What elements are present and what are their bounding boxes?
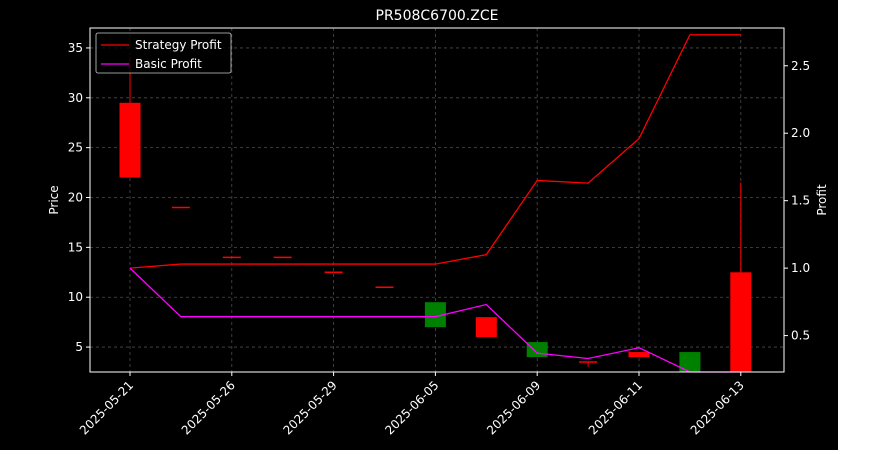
right-tick-label-0: 0.5 <box>791 329 810 343</box>
left-tick-label-1: 10 <box>68 290 83 304</box>
legend-box <box>95 32 232 74</box>
candles <box>119 57 752 372</box>
right-tick-label-4: 2.5 <box>791 59 810 73</box>
right-margin <box>838 0 878 450</box>
candle-body-12 <box>730 272 752 372</box>
left-tick-label-0: 5 <box>75 340 83 354</box>
right-tick-label-2: 1.5 <box>791 194 810 208</box>
left-axis: 5 10 15 20 25 30 35 <box>68 41 90 354</box>
left-tick-label-6: 35 <box>68 41 83 55</box>
right-tick-label-1: 1.0 <box>791 261 810 275</box>
legend-label-1: Basic Profit <box>135 57 202 71</box>
candle-body-7 <box>475 317 497 338</box>
candle-body-10 <box>628 352 650 358</box>
left-tick-label-2: 15 <box>68 240 83 254</box>
profit-lines <box>129 34 741 373</box>
left-tick-label-4: 25 <box>68 141 83 155</box>
grid <box>90 28 784 372</box>
candle-body-6 <box>424 302 446 328</box>
right-axis: 0.5 1.0 1.5 2.0 2.5 <box>784 59 810 343</box>
y-axis-label-left: Price <box>47 185 61 214</box>
legend: Strategy Profit Basic Profit <box>95 32 232 74</box>
candle-body-11 <box>679 352 701 372</box>
y-axis-label-right: Profit <box>815 184 829 216</box>
series-line-0 <box>129 34 741 269</box>
left-tick-label-5: 30 <box>68 91 83 105</box>
chart-title: PR508C6700.ZCE <box>376 8 499 24</box>
plot-frame <box>89 27 785 373</box>
series-line-1 <box>129 267 741 373</box>
candle-body-0 <box>119 102 141 178</box>
left-tick-label-3: 20 <box>68 191 83 205</box>
right-tick-label-3: 2.0 <box>791 126 810 140</box>
legend-label-0: Strategy Profit <box>135 38 222 52</box>
candle-body-8 <box>526 342 548 358</box>
